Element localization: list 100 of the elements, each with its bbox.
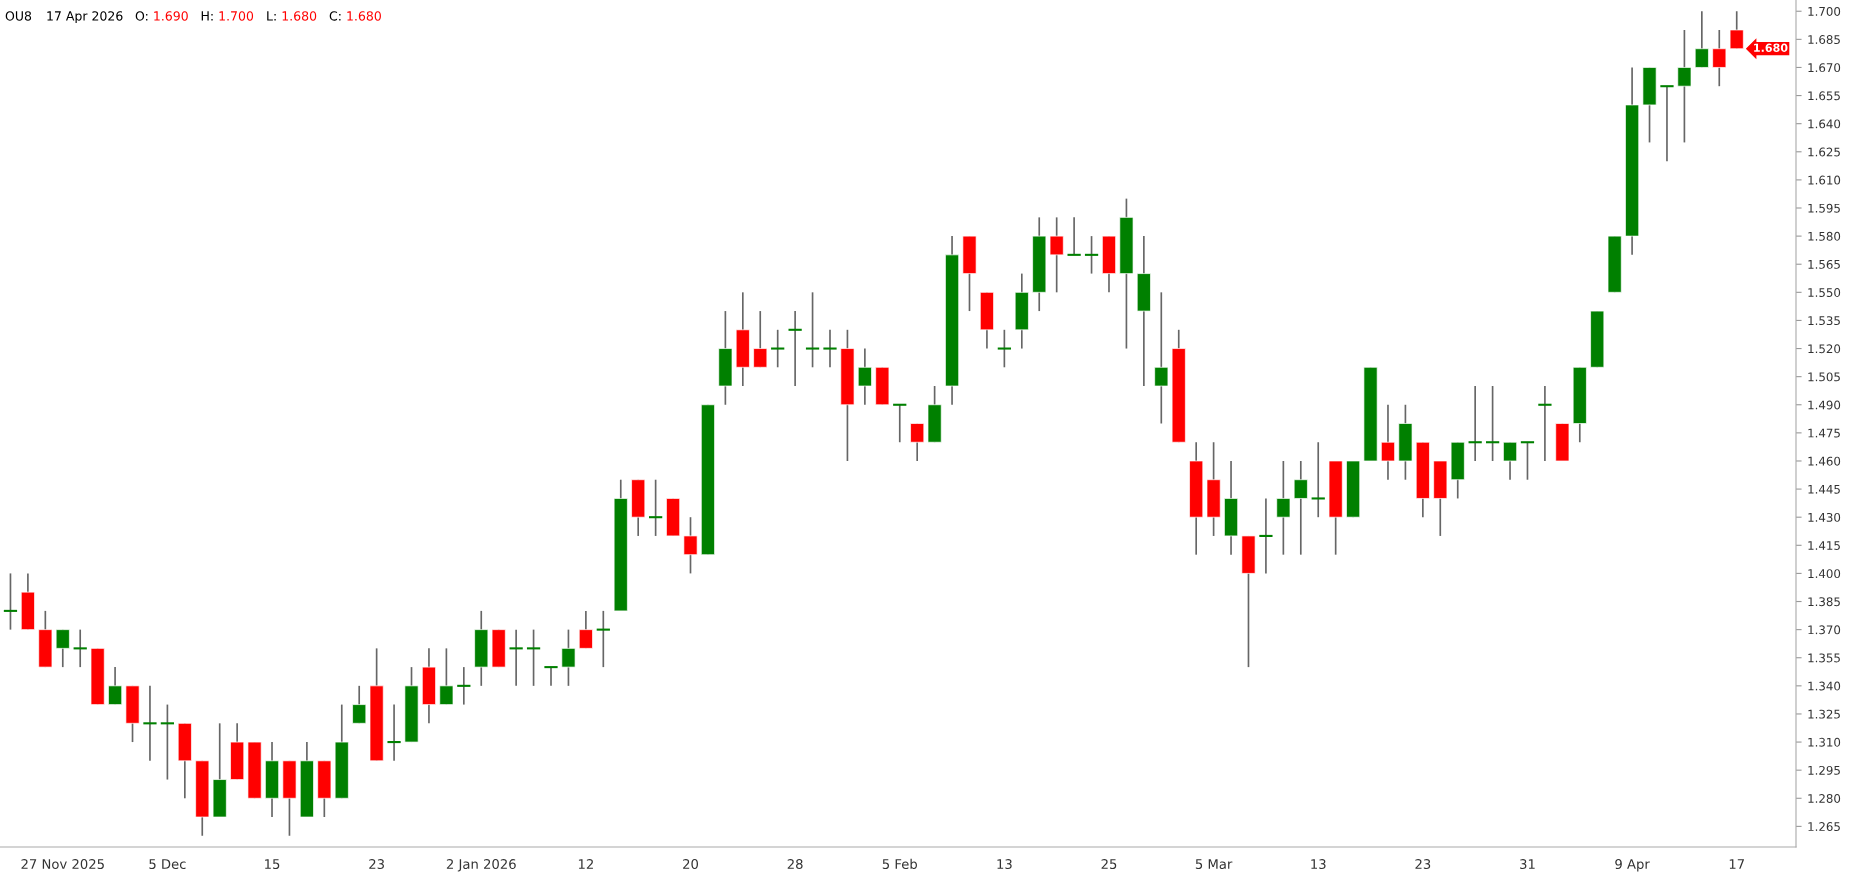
candlestick bbox=[1729, 10, 1744, 50]
x-tick-label: 17 bbox=[1729, 859, 1744, 869]
candlestick bbox=[1293, 460, 1308, 556]
candlestick bbox=[753, 310, 768, 369]
y-tick-label: 1.310 bbox=[1808, 737, 1841, 747]
candlestick bbox=[55, 628, 70, 668]
y-tick-label: 1.580 bbox=[1808, 231, 1841, 241]
candlestick bbox=[647, 478, 664, 537]
candlestick bbox=[561, 628, 576, 687]
x-tick-label: 5 Feb bbox=[882, 858, 917, 870]
y-tick-label: 1.595 bbox=[1808, 203, 1840, 213]
x-tick-label: 13 bbox=[997, 859, 1012, 870]
x-tick-label: 28 bbox=[787, 859, 803, 870]
annotation: C: bbox=[329, 11, 341, 21]
candlestick bbox=[857, 347, 872, 406]
candlestick bbox=[1537, 385, 1553, 462]
y-tick-label: 1.550 bbox=[1808, 288, 1841, 297]
x-tick-label: 31 bbox=[1520, 859, 1535, 870]
candlestick bbox=[1154, 291, 1169, 425]
x-tick-label: 27 Nov 2025 bbox=[21, 859, 104, 870]
candlestick bbox=[1484, 385, 1501, 462]
annotation: 1.680 bbox=[1754, 43, 1788, 52]
candlestick bbox=[1677, 29, 1692, 144]
candlestick bbox=[1049, 216, 1064, 294]
y-tick-label: 1.280 bbox=[1808, 794, 1841, 803]
candlestick bbox=[159, 703, 176, 781]
y-tick-label: 1.370 bbox=[1808, 625, 1841, 635]
candlestick bbox=[456, 666, 472, 706]
annotation: 1.700 bbox=[219, 11, 254, 21]
candlestick bbox=[804, 291, 821, 369]
x-tick-label: 20 bbox=[683, 859, 699, 870]
candlestick bbox=[1276, 460, 1291, 556]
y-tick-label: 1.610 bbox=[1808, 175, 1841, 185]
candlestick bbox=[1258, 497, 1274, 575]
y-tick-label: 1.685 bbox=[1808, 35, 1840, 44]
annotation: 1.680 bbox=[282, 11, 317, 21]
candlestick bbox=[1503, 441, 1518, 481]
y-tick-label: 1.445 bbox=[1808, 484, 1840, 494]
y-tick-label: 1.700 bbox=[1808, 6, 1841, 16]
candlestick bbox=[72, 628, 88, 668]
annotation: L: bbox=[267, 11, 276, 21]
text: OU8 bbox=[5, 11, 32, 21]
y-tick-label: 1.340 bbox=[1808, 681, 1841, 691]
candlestick bbox=[1066, 216, 1082, 256]
candlestick bbox=[439, 647, 454, 706]
candlestick bbox=[1083, 235, 1100, 275]
x-tick-label: 12 bbox=[578, 859, 593, 869]
y-tick-label: 1.325 bbox=[1808, 709, 1840, 719]
annotation: O: bbox=[135, 11, 148, 21]
y-tick-label: 1.565 bbox=[1808, 259, 1840, 269]
candlestick bbox=[892, 403, 908, 444]
y-tick-label: 1.475 bbox=[1808, 428, 1840, 438]
y-tick-label: 1.640 bbox=[1808, 119, 1841, 129]
x-tick-label: 13 bbox=[1311, 859, 1326, 870]
y-tick-label: 1.655 bbox=[1808, 91, 1840, 101]
x-tick-label: 25 bbox=[1101, 859, 1117, 870]
x-tick-label: 15 bbox=[265, 859, 280, 870]
y-tick-label: 1.490 bbox=[1808, 400, 1841, 410]
candlestick bbox=[1467, 385, 1483, 462]
x-tick-label: 9 Apr bbox=[1615, 859, 1650, 872]
candlestick bbox=[910, 422, 925, 462]
y-tick-label: 1.265 bbox=[1808, 822, 1840, 832]
x-tick-label: 23 bbox=[369, 859, 384, 870]
candlestick bbox=[1310, 441, 1326, 519]
candlestick bbox=[1519, 441, 1536, 481]
candlestick bbox=[1381, 403, 1395, 481]
y-tick-label: 1.535 bbox=[1808, 316, 1840, 326]
y-tick-label: 1.295 bbox=[1808, 765, 1840, 775]
annotation: H: bbox=[201, 11, 213, 21]
candlestick bbox=[996, 328, 1013, 369]
candlestick bbox=[386, 703, 402, 762]
candlestick bbox=[352, 685, 367, 725]
candlestick bbox=[787, 310, 803, 387]
y-tick-label: 1.505 bbox=[1808, 372, 1840, 382]
candlestick bbox=[1712, 29, 1727, 88]
x-tick-label: 5 Mar bbox=[1195, 859, 1233, 870]
candlestick bbox=[578, 610, 593, 650]
x-tick-label: 5 Dec bbox=[149, 859, 186, 870]
y-tick-label: 1.460 bbox=[1808, 456, 1841, 466]
candlestick bbox=[822, 328, 838, 369]
y-tick-label: 1.625 bbox=[1808, 147, 1840, 157]
candlestick bbox=[1694, 10, 1709, 69]
x-tick-label: 2 Jan 2026 bbox=[446, 859, 516, 872]
y-tick-label: 1.415 bbox=[1808, 541, 1840, 550]
candlestick bbox=[595, 610, 611, 668]
annotation: 1.680 bbox=[347, 11, 381, 21]
x-tick-label: 23 bbox=[1415, 859, 1431, 870]
text: 17 Apr 2026 bbox=[47, 11, 123, 24]
candlestick bbox=[770, 328, 786, 369]
annotation: 1.690 bbox=[154, 11, 188, 21]
y-tick-label: 1.355 bbox=[1808, 653, 1840, 663]
candlestick bbox=[142, 685, 158, 762]
candlestick bbox=[543, 666, 559, 687]
candlestick bbox=[525, 628, 542, 687]
y-tick-label: 1.520 bbox=[1808, 344, 1841, 354]
candlestick bbox=[508, 628, 524, 687]
y-tick-label: 1.400 bbox=[1808, 569, 1841, 579]
y-tick-label: 1.430 bbox=[1808, 512, 1841, 522]
candlestick bbox=[1659, 85, 1675, 162]
y-tick-label: 1.670 bbox=[1808, 63, 1841, 73]
